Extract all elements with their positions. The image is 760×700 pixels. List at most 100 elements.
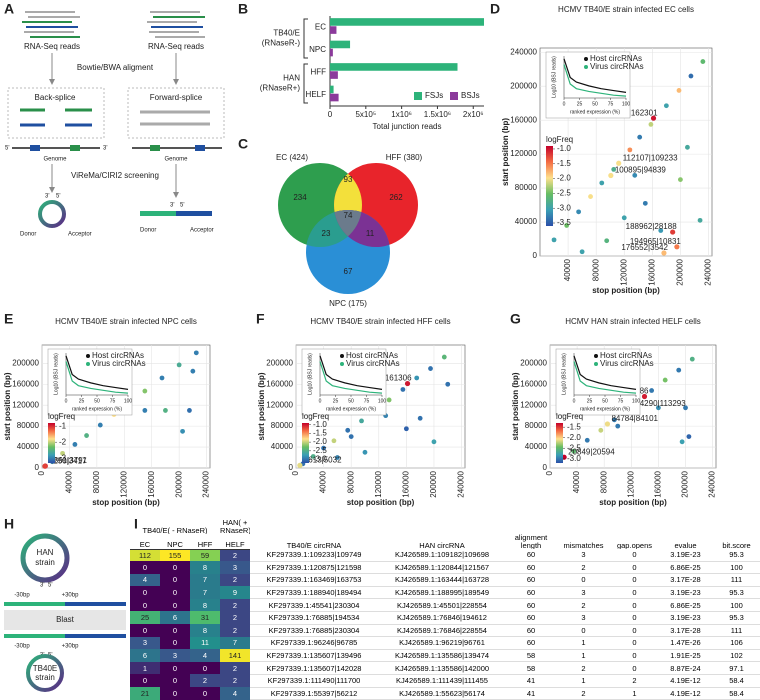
point	[400, 387, 406, 392]
count-cell: 8	[190, 561, 220, 574]
label: Blast	[56, 615, 75, 624]
inset-y-label: Log10 (BSJ reads)	[307, 353, 313, 395]
point	[674, 244, 680, 250]
table: TB40/E( - RNaseR) HAN( + RNaseR) EC NPC HFF H…	[130, 519, 760, 700]
x-tick-label: 0	[328, 110, 333, 119]
legend-label: Host circRNAs	[92, 351, 144, 360]
label: strain	[35, 673, 55, 682]
point	[632, 172, 638, 178]
label: 5'	[180, 203, 184, 209]
count-cell: 1	[130, 661, 160, 675]
panel-title: HCMV TB40/E strain infected NPC cells	[55, 317, 197, 326]
colorbar-tick-label: -3.0	[313, 455, 327, 464]
cell: KJ426589.1:135586|139474	[378, 649, 506, 663]
inset-tick-label: 25	[79, 398, 85, 404]
cell: KJ426589.1:55623|56174	[378, 687, 506, 700]
y-tick-label: 80000	[515, 183, 538, 192]
column-header: TB40/E circRNA	[286, 540, 342, 549]
panel-letter: A	[4, 1, 14, 17]
cell: KJ426589.1:163444|163728	[378, 573, 506, 587]
inset-line	[65, 361, 129, 394]
y-tick-label: 40000	[515, 217, 538, 226]
point	[616, 160, 622, 166]
count-cell: 0	[160, 573, 190, 587]
cell: KF297339.1:188940|189494	[250, 586, 378, 600]
group-header: HAN( + RNaseR)	[220, 519, 250, 534]
inset-tick-label: 0	[65, 398, 68, 404]
cell: 3.17E-28	[658, 624, 713, 638]
cell: 100	[713, 598, 760, 612]
venn-count: 262	[389, 193, 403, 202]
cell: 95.3	[713, 586, 760, 600]
venn-label: EC (424)	[276, 153, 308, 162]
y-tick-label: 80000	[271, 421, 294, 430]
count-cell: 0	[160, 636, 190, 650]
cell: 0	[611, 549, 658, 562]
label: 3'	[45, 194, 49, 200]
inset-tick-label: 100	[622, 101, 631, 107]
point	[686, 434, 692, 439]
count-cell: 7	[190, 573, 220, 587]
panel-letter: D	[490, 1, 500, 17]
cell: KF297339.1:135607|139496	[250, 649, 378, 663]
bar	[330, 85, 334, 94]
x-tick-label: 80000	[599, 470, 608, 493]
legend-marker	[594, 362, 598, 366]
point	[576, 209, 582, 215]
cell: 95.3	[713, 549, 760, 562]
cell: 3	[556, 549, 611, 562]
panel-title: HCMV TB40/E strain infected EC cells	[558, 5, 694, 14]
table-row: 4 0 7 2 KF297339.1:163469|163753 KJ426589.1:1…	[130, 573, 760, 587]
count-cell: 2	[220, 573, 250, 587]
count-cell: 2	[220, 624, 250, 637]
panel-h: HAN strain 3' 5' -30bp +30bp Blast -30bp…	[4, 533, 126, 692]
cell: 3.17E-28	[658, 573, 713, 587]
legend-label: Host circRNAs	[346, 351, 398, 360]
point	[176, 362, 182, 368]
point	[688, 73, 694, 79]
count-cell: 112	[130, 549, 160, 562]
inset-tick-label: 50	[592, 101, 598, 107]
y-tick-label: 160000	[510, 115, 537, 124]
box	[127, 87, 225, 139]
label: HAN	[37, 548, 54, 557]
count-cell: 155	[160, 549, 190, 562]
inset-tick-label: 75	[110, 398, 116, 404]
header-row: EC NPC HFF HELF TB40/E circRNA HAN circRNA ali…	[130, 534, 760, 550]
legend-label: Host circRNAs	[590, 54, 642, 63]
cell: 3.19E-23	[658, 586, 713, 600]
x-tick-label: 5x10⁵	[355, 110, 376, 119]
y-axis-label: start position (bp)	[501, 118, 510, 186]
count-cell: 3	[160, 649, 190, 662]
bracket	[303, 63, 308, 104]
reads	[22, 11, 205, 38]
circrna	[20, 533, 70, 583]
point	[321, 445, 326, 451]
point	[348, 434, 354, 439]
colorbar-tick-label: -2.0	[557, 174, 571, 183]
category-label: NPC	[309, 45, 326, 54]
point	[662, 377, 668, 383]
cell: KJ426589.1:120844|121567	[378, 561, 506, 575]
label: 5'	[5, 146, 9, 152]
point	[386, 397, 392, 403]
venn-overlap	[306, 210, 362, 247]
point	[676, 367, 682, 373]
cell: 0	[611, 573, 658, 587]
point	[331, 438, 337, 444]
count-cell: 21	[130, 687, 160, 700]
inset-x-label: ranked expression (%)	[580, 406, 630, 412]
legend-marker	[594, 354, 598, 358]
cell: KF297339.1:76885|230304	[250, 624, 378, 638]
point	[571, 448, 577, 454]
point	[700, 59, 706, 64]
point	[72, 442, 78, 447]
point	[658, 228, 664, 233]
cell: KJ426589.1:45501|228554	[378, 598, 506, 612]
panel-letter: G	[510, 311, 521, 327]
inset-frame	[301, 348, 387, 416]
count-cell: 0	[160, 687, 190, 700]
cell: 60	[506, 573, 556, 587]
colorbar-title: logFreq	[48, 412, 75, 421]
point	[604, 238, 610, 244]
